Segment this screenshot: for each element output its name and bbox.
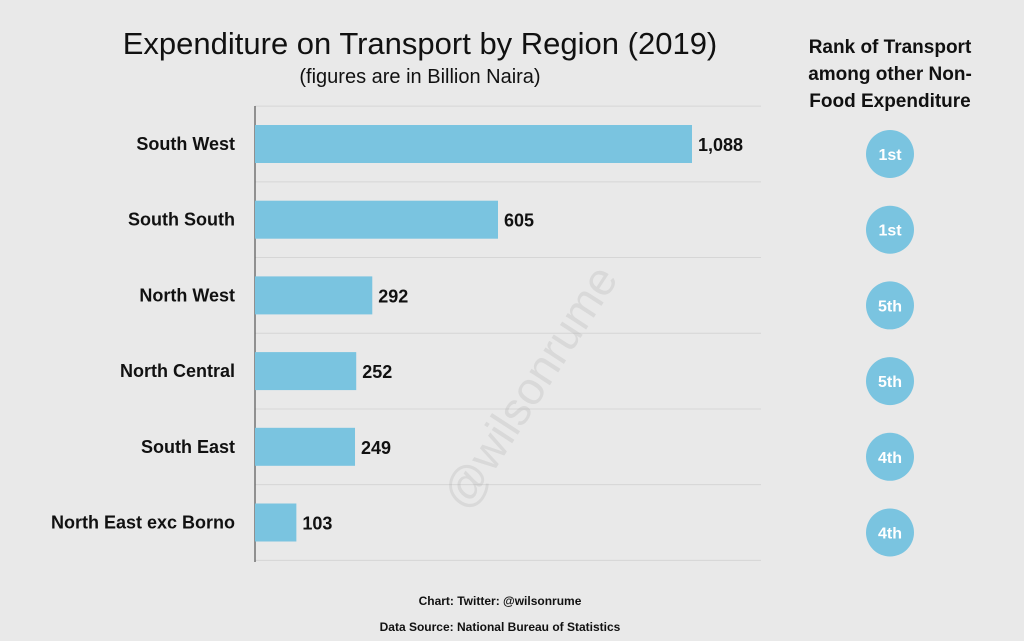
category-label: North West — [139, 285, 235, 305]
data-source: Data Source: National Bureau of Statisti… — [379, 620, 621, 634]
bar — [255, 200, 498, 239]
rank-label: 4th — [878, 526, 902, 543]
rank-label: 5th — [878, 374, 902, 391]
rank-badge — [866, 281, 914, 330]
value-label: 1,088 — [698, 135, 743, 155]
rank-label: 4th — [878, 450, 902, 467]
rank-badge — [866, 130, 914, 178]
category-label: South East — [141, 437, 235, 457]
rank-label: 1st — [878, 223, 902, 240]
chart-title: Expenditure on Transport by Region (2019… — [122, 26, 718, 61]
rank-badge — [866, 508, 914, 557]
bar — [255, 276, 373, 315]
chart-credit: Chart: Twitter: @wilsonrume — [418, 594, 582, 608]
category-label: South West — [136, 134, 235, 154]
value-label: 252 — [362, 362, 392, 382]
bar — [255, 503, 297, 542]
value-label: 249 — [361, 438, 391, 458]
rank-badge — [866, 205, 914, 254]
bar — [255, 427, 356, 466]
rank-badge — [866, 432, 914, 481]
rank-label: 5th — [878, 298, 902, 315]
category-label: North East exc Borno — [51, 513, 235, 533]
value-label: 605 — [504, 211, 534, 231]
bar — [255, 352, 357, 391]
rank-header: Rank of Transport among other Non-Food E… — [808, 37, 972, 112]
value-label: 292 — [378, 286, 408, 306]
category-label: North Central — [120, 361, 235, 381]
rank-badge — [866, 357, 914, 406]
chart-subtitle: (figures are in Billion Naira) — [299, 66, 541, 88]
category-label: South South — [128, 210, 235, 230]
rank-label: 1st — [878, 147, 902, 164]
bar — [255, 125, 692, 163]
value-label: 103 — [302, 514, 332, 534]
